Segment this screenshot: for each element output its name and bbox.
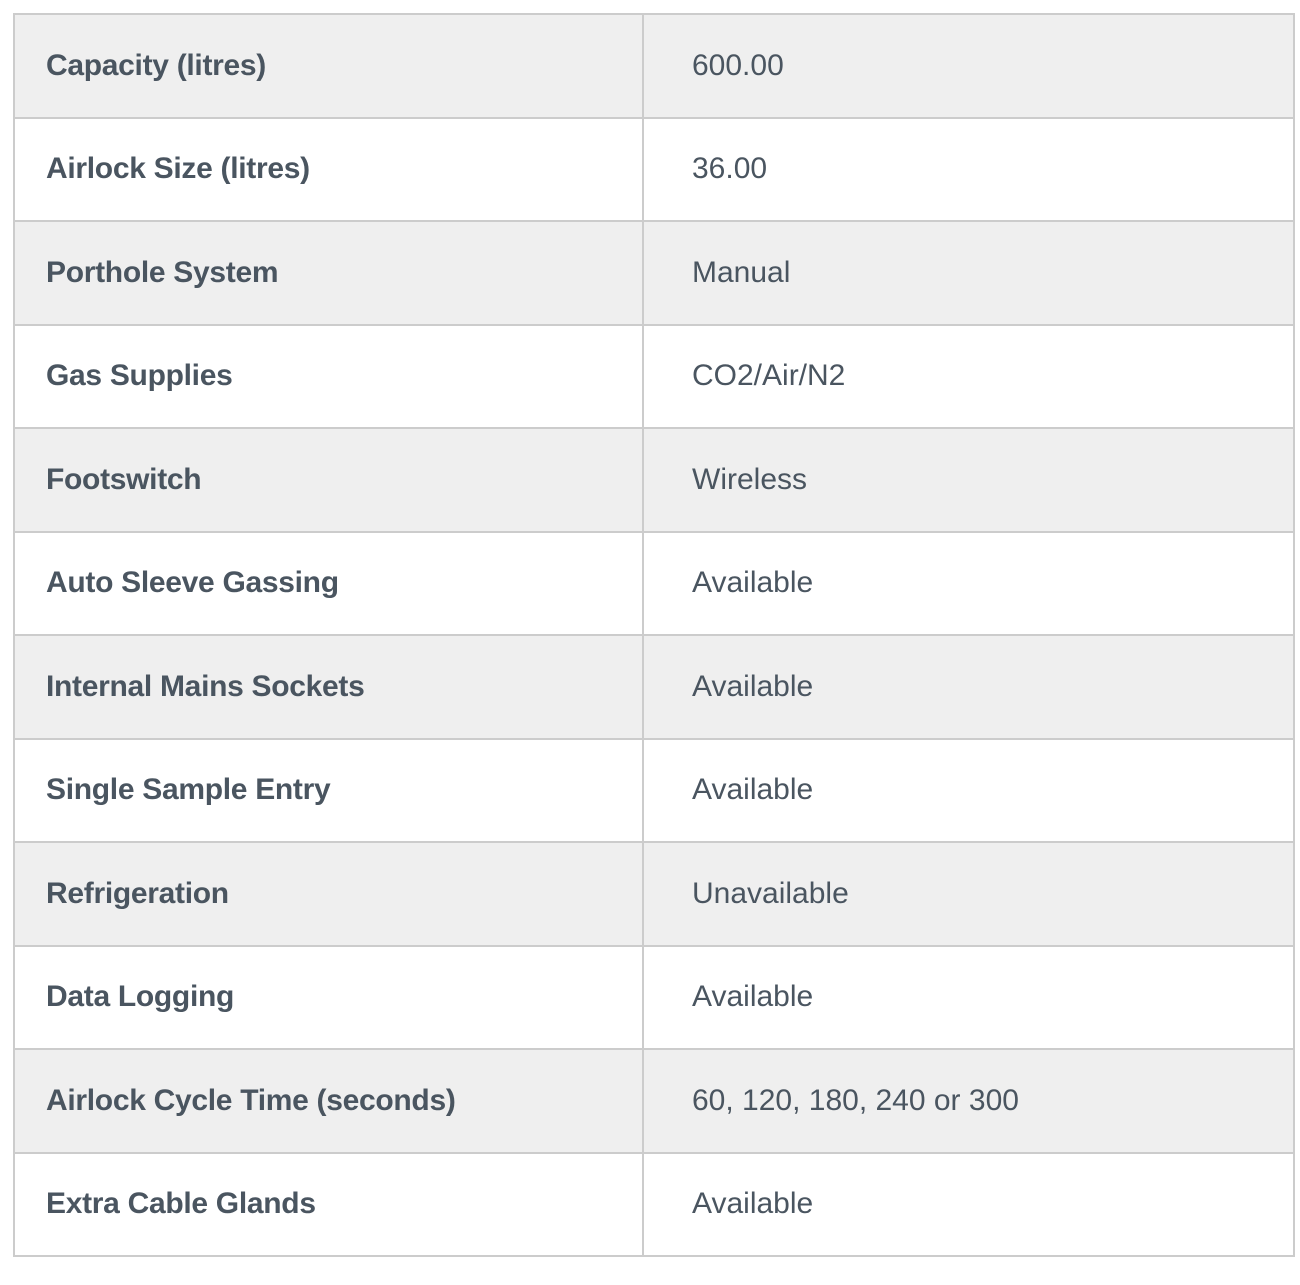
table-row: Extra Cable Glands Available bbox=[13, 1151, 1295, 1257]
spec-value: 60, 120, 180, 240 or 300 bbox=[642, 1048, 1295, 1154]
spec-value: CO2/Air/N2 bbox=[642, 323, 1295, 429]
spec-label: Airlock Cycle Time (seconds) bbox=[13, 1048, 644, 1154]
table-row: Porthole System Manual bbox=[13, 220, 1295, 326]
spec-value: 36.00 bbox=[642, 116, 1295, 222]
spec-value: Available bbox=[642, 634, 1295, 740]
spec-value: Available bbox=[642, 944, 1295, 1050]
spec-label: Single Sample Entry bbox=[13, 737, 644, 843]
spec-label: Data Logging bbox=[13, 944, 644, 1050]
spec-label: Internal Mains Sockets bbox=[13, 634, 644, 740]
table-row: Footswitch Wireless bbox=[13, 427, 1295, 533]
spec-value: Available bbox=[642, 530, 1295, 636]
table-row: Capacity (litres) 600.00 bbox=[13, 13, 1295, 119]
spec-label: Porthole System bbox=[13, 220, 644, 326]
spec-label: Capacity (litres) bbox=[13, 13, 644, 119]
table-row: Airlock Size (litres) 36.00 bbox=[13, 116, 1295, 222]
specifications-table: Capacity (litres) 600.00 Airlock Size (lit… bbox=[13, 13, 1295, 1257]
table-row: Airlock Cycle Time (seconds) 60, 120, 180… bbox=[13, 1048, 1295, 1154]
spec-value: Unavailable bbox=[642, 841, 1295, 947]
spec-value: 600.00 bbox=[642, 13, 1295, 119]
table-row: Gas Supplies CO2/Air/N2 bbox=[13, 323, 1295, 429]
spec-value: Wireless bbox=[642, 427, 1295, 533]
spec-label: Refrigeration bbox=[13, 841, 644, 947]
spec-value: Manual bbox=[642, 220, 1295, 326]
spec-value: Available bbox=[642, 1151, 1295, 1257]
spec-label: Extra Cable Glands bbox=[13, 1151, 644, 1257]
table-row: Data Logging Available bbox=[13, 944, 1295, 1050]
spec-value: Available bbox=[642, 737, 1295, 843]
spec-label: Auto Sleeve Gassing bbox=[13, 530, 644, 636]
spec-label: Footswitch bbox=[13, 427, 644, 533]
spec-label: Airlock Size (litres) bbox=[13, 116, 644, 222]
table-row: Single Sample Entry Available bbox=[13, 737, 1295, 843]
table-row: Auto Sleeve Gassing Available bbox=[13, 530, 1295, 636]
spec-label: Gas Supplies bbox=[13, 323, 644, 429]
specifications-table-body: Capacity (litres) 600.00 Airlock Size (lit… bbox=[13, 13, 1295, 1257]
table-row: Refrigeration Unavailable bbox=[13, 841, 1295, 947]
table-row: Internal Mains Sockets Available bbox=[13, 634, 1295, 740]
